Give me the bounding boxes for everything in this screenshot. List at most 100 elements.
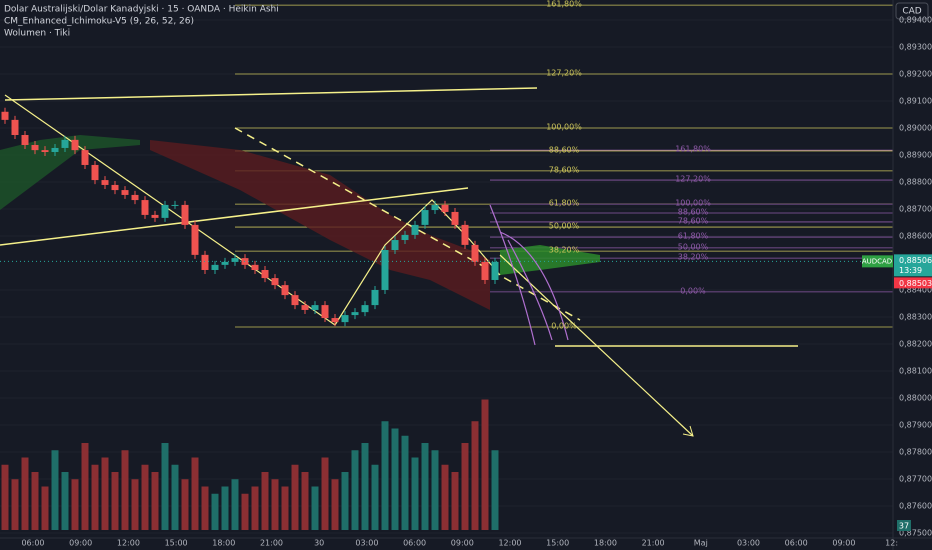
fib-label: 61,80% (549, 199, 580, 208)
last-price: 0,88506 (899, 256, 932, 265)
candle (181, 204, 189, 225)
candle (201, 254, 209, 270)
fib-label: 78,60% (549, 165, 580, 174)
fib-label: 0,00% (680, 286, 706, 295)
volume-bar (351, 450, 359, 530)
cloud-green (0, 135, 140, 210)
candle (11, 119, 19, 135)
volume-bar (1, 464, 9, 530)
volume-bar (21, 457, 29, 530)
candle (91, 164, 99, 181)
volume-bar (141, 464, 149, 530)
volume-bar (391, 428, 399, 530)
symbol-label: AUDCAD (862, 257, 892, 265)
volume-bar (111, 472, 119, 530)
y-tick-label: 0,87500 (899, 528, 932, 537)
currency-button[interactable] (895, 2, 929, 20)
volume-bar (461, 443, 469, 530)
fib-label: 88,60% (678, 208, 709, 217)
x-tick-label: Maj (694, 539, 708, 548)
volume-bar (191, 457, 199, 530)
y-tick-label: 0,87900 (899, 420, 932, 429)
candle (101, 180, 109, 185)
candle (21, 134, 29, 145)
arrow-head (682, 425, 694, 437)
currency[interactable]: CAD (902, 7, 921, 17)
candle (281, 285, 289, 296)
volume-bar (341, 472, 349, 530)
y-tick-label: 0,88700 (899, 204, 932, 213)
candle (211, 264, 219, 270)
y-tick-label: 0,88800 (899, 177, 932, 186)
fib-label: 61,80% (678, 232, 709, 241)
y-tick-label: 0,89200 (899, 69, 932, 78)
fib-label: 127,20% (546, 68, 582, 77)
candle (231, 258, 239, 262)
volume-bar (251, 486, 259, 530)
x-tick-label: 12:00 (117, 539, 140, 548)
x-tick-label: 06:00 (21, 539, 44, 548)
candle (491, 261, 499, 280)
volume-bar (131, 479, 139, 530)
y-tick-label: 0,89400 (899, 15, 932, 24)
volume-bar (411, 457, 419, 530)
header-line: CM_Enhanced_Ichimoku-V5 (9, 26, 52, 26) (4, 17, 194, 27)
fib-label: 0,00% (551, 321, 577, 330)
badge (897, 520, 911, 531)
volume-bar (491, 450, 499, 530)
candle (481, 261, 489, 280)
candle (461, 224, 469, 245)
candle (261, 269, 269, 279)
candle (171, 204, 179, 206)
candle (441, 204, 449, 212)
volume-bar (51, 450, 59, 530)
fib-label: 38,20% (549, 246, 580, 255)
projection-arrow (499, 254, 694, 437)
volume-bar (161, 443, 169, 530)
fib-label: 161,80% (675, 145, 711, 154)
candle (431, 204, 439, 211)
volume-bar (11, 479, 19, 530)
volume-bar (431, 450, 439, 530)
volume-bar (211, 493, 219, 530)
y-tick-label: 0,88200 (899, 339, 932, 348)
volume-bar (101, 457, 109, 530)
volume-bar (31, 472, 39, 530)
countdown: 13:39 (899, 266, 922, 275)
fib-label: 100,00% (546, 122, 582, 131)
candle (221, 261, 229, 265)
fib-label: 38,20% (678, 253, 709, 262)
fib-label: 78,60% (678, 216, 709, 225)
candle (301, 305, 309, 310)
candle (371, 289, 379, 306)
volume-bar (271, 479, 279, 530)
candle (191, 224, 199, 255)
y-tick-label: 0,87700 (899, 474, 932, 483)
cloud-green-future (500, 245, 600, 275)
y-tick-label: 0,88900 (899, 150, 932, 159)
candle (271, 278, 279, 286)
volume-bar (91, 464, 99, 530)
candle (321, 305, 329, 319)
candle (451, 211, 459, 225)
cloud-red (150, 140, 490, 310)
candle (121, 190, 129, 195)
volume-bar (311, 486, 319, 530)
fib-label: 127,20% (675, 175, 711, 184)
candle (111, 184, 119, 191)
dashed-line (234, 127, 581, 321)
volume-bar (201, 486, 209, 530)
candle (1, 111, 9, 120)
x-tick-label: 21:00 (642, 539, 665, 548)
x-tick-label: 06:00 (785, 539, 808, 548)
candle (421, 210, 429, 225)
bid-price: 0,88503 (899, 279, 932, 288)
candle (401, 234, 409, 241)
volume-bar (451, 472, 459, 530)
bid-tag (894, 277, 932, 289)
trend-line (4, 87, 538, 101)
fib-label: 50,00% (678, 242, 709, 251)
candle (291, 295, 299, 306)
volume-bar (241, 493, 249, 530)
x-tick-label: 15:00 (165, 539, 188, 548)
